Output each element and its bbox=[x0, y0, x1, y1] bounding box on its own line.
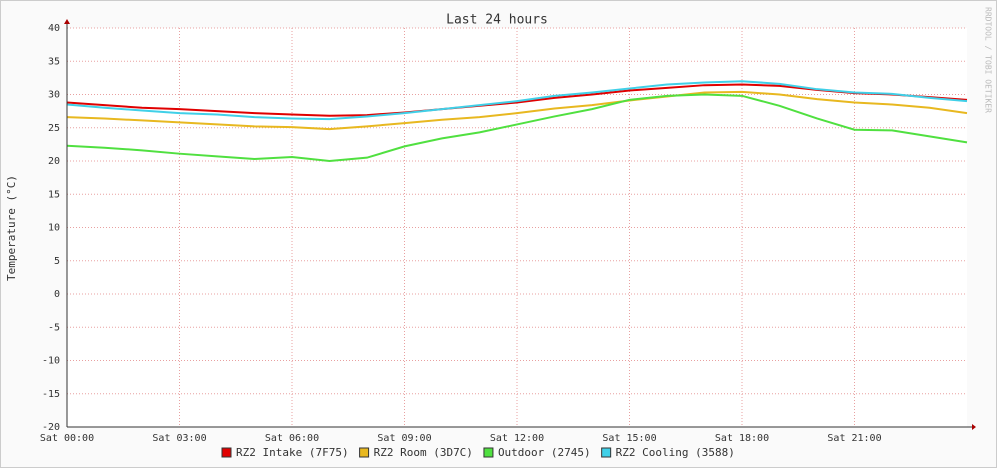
y-tick-label: 15 bbox=[48, 189, 60, 200]
y-arrow bbox=[64, 19, 70, 24]
y-tick-label: 40 bbox=[48, 23, 60, 34]
y-tick-label: 0 bbox=[54, 289, 60, 300]
legend-label: RZ2 Room (3D7C) bbox=[374, 446, 473, 459]
x-tick-label: Sat 21:00 bbox=[827, 433, 881, 444]
series-line bbox=[66, 90, 968, 131]
y-tick-label: 25 bbox=[48, 123, 60, 134]
x-tick-label: Sat 00:00 bbox=[40, 433, 94, 444]
y-tick-label: 35 bbox=[48, 56, 60, 67]
y-axis-label: Temperature (°C) bbox=[5, 175, 18, 281]
legend-swatch bbox=[359, 447, 370, 458]
legend-label: RZ2 Intake (7F75) bbox=[236, 446, 349, 459]
x-tick-label: Sat 03:00 bbox=[152, 433, 206, 444]
y-tick-label: -5 bbox=[48, 322, 60, 333]
grid bbox=[66, 27, 967, 428]
y-tick-label: -10 bbox=[42, 356, 60, 367]
series-line bbox=[66, 93, 968, 163]
chart-title: Last 24 hours bbox=[446, 13, 548, 28]
watermark: RRDTOOL / TOBI OETIKER bbox=[984, 7, 993, 113]
x-tick-label: Sat 09:00 bbox=[377, 433, 431, 444]
y-tick-label: 10 bbox=[48, 223, 60, 234]
legend-swatch bbox=[221, 447, 232, 458]
y-tick-label: 20 bbox=[48, 156, 60, 167]
legend-label: RZ2 Cooling (3588) bbox=[616, 446, 735, 459]
legend-swatch bbox=[601, 447, 612, 458]
x-arrow bbox=[972, 424, 976, 430]
y-tick-label: 30 bbox=[48, 90, 60, 101]
x-tick-label: Sat 12:00 bbox=[490, 433, 544, 444]
legend-label: Outdoor (2745) bbox=[498, 446, 591, 459]
y-tick-label: 5 bbox=[54, 256, 60, 267]
series-line bbox=[66, 80, 968, 121]
y-tick-label: -15 bbox=[42, 389, 60, 400]
x-tick-label: Sat 15:00 bbox=[602, 433, 656, 444]
x-tick-label: Sat 06:00 bbox=[265, 433, 319, 444]
legend-swatch bbox=[483, 447, 494, 458]
x-tick-label: Sat 18:00 bbox=[715, 433, 769, 444]
lines bbox=[66, 80, 968, 163]
y-tick-label: -20 bbox=[42, 422, 60, 433]
